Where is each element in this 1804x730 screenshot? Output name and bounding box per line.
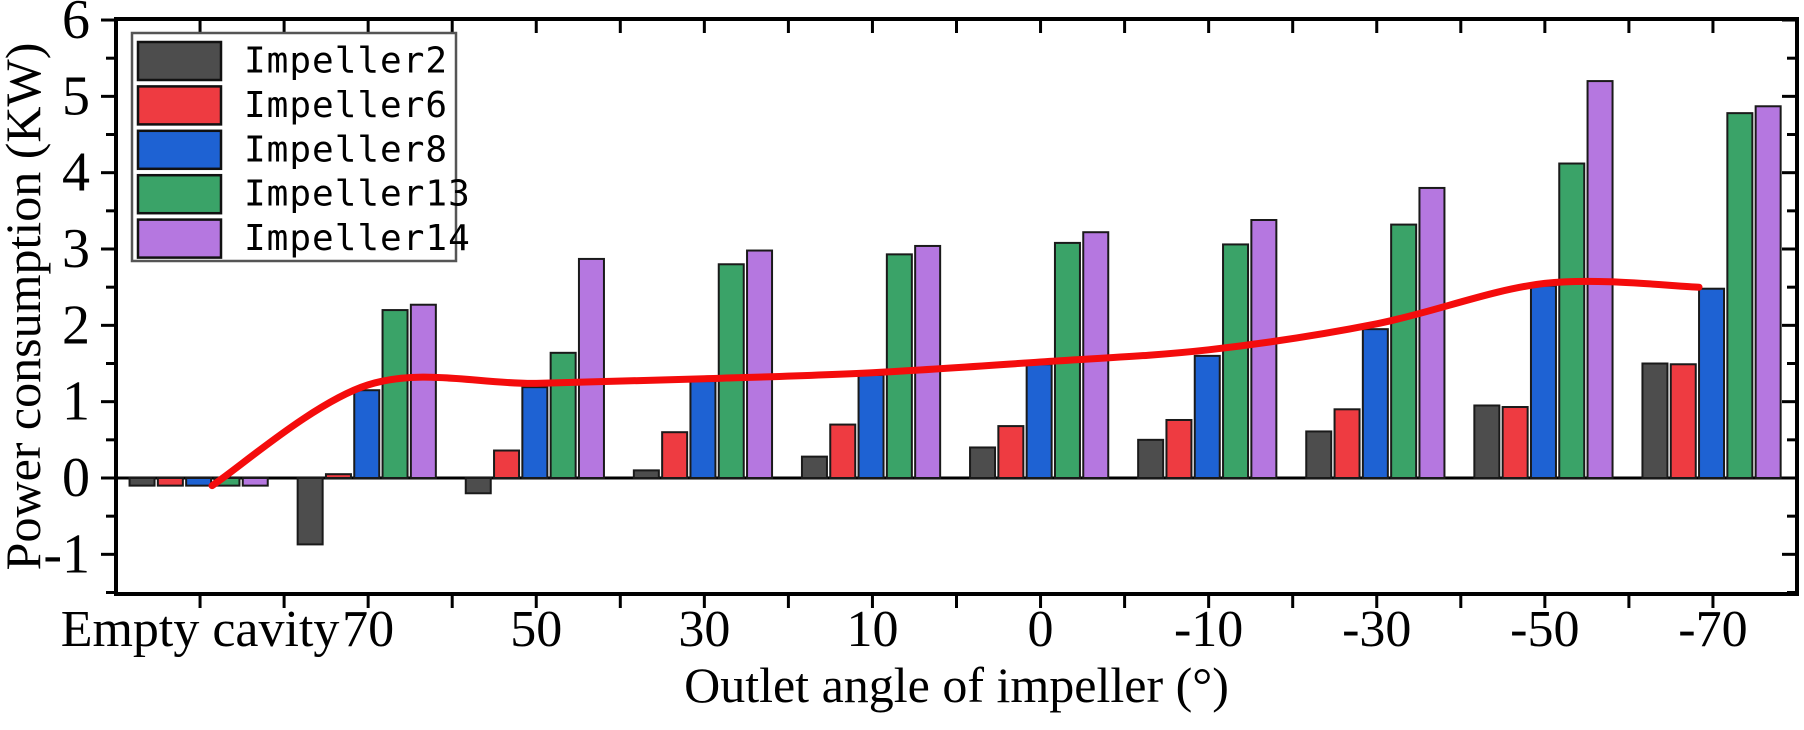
bar-impeller6-10 bbox=[829, 423, 857, 479]
impeller8-trend-line bbox=[208, 277, 1703, 490]
bar-impeller2--30 bbox=[1305, 430, 1333, 479]
bar-impeller14--10 bbox=[1250, 219, 1278, 479]
bar-impeller2-10 bbox=[800, 455, 828, 479]
y-axis-title: Power consumption (KW) bbox=[0, 43, 51, 571]
bar-impeller2-50 bbox=[464, 477, 492, 495]
x-axis-title: Outlet angle of impeller (°) bbox=[684, 657, 1229, 713]
bar-impeller13--50 bbox=[1558, 162, 1586, 480]
bar-impeller8--50 bbox=[1529, 284, 1557, 479]
bar-impeller14-30 bbox=[746, 249, 774, 479]
bar-impeller2-30 bbox=[632, 469, 660, 480]
bar-impeller13-10 bbox=[885, 253, 913, 479]
bar-impeller6--50 bbox=[1501, 406, 1529, 479]
x-tick-label: 10 bbox=[846, 601, 898, 658]
x-tick-label: 0 bbox=[1028, 601, 1054, 658]
bar-impeller14--70 bbox=[1754, 105, 1782, 480]
bar-impeller13-30 bbox=[717, 263, 745, 479]
bar-impeller14-50 bbox=[577, 257, 605, 479]
x-tick-label: -50 bbox=[1510, 601, 1579, 658]
bar-impeller6-0 bbox=[997, 425, 1025, 480]
legend-swatch-impeller8 bbox=[136, 129, 223, 171]
bar-impeller2-0 bbox=[969, 446, 997, 479]
bar-impeller2--70 bbox=[1641, 362, 1669, 480]
legend-label: Impeller2 bbox=[244, 41, 448, 82]
y-tick-label: 2 bbox=[62, 294, 90, 356]
bar-impeller13-70 bbox=[381, 309, 409, 479]
y-tick-label: -1 bbox=[43, 523, 90, 585]
bar-impeller13--10 bbox=[1222, 243, 1250, 479]
bar-impeller2-empty-cavity bbox=[128, 477, 156, 487]
y-tick-label: 0 bbox=[62, 447, 90, 509]
x-tick-label: 70 bbox=[342, 601, 394, 658]
bar-impeller8-0 bbox=[1025, 363, 1053, 480]
bar-impeller14-70 bbox=[409, 303, 437, 479]
bar-impeller8-empty-cavity bbox=[185, 477, 213, 487]
bar-impeller8-50 bbox=[521, 386, 549, 479]
x-tick-label: 50 bbox=[510, 601, 562, 658]
bar-impeller13-50 bbox=[549, 351, 577, 479]
bar-impeller14-empty-cavity bbox=[241, 477, 269, 487]
y-tick-label: 4 bbox=[62, 142, 90, 204]
x-tick-label: 30 bbox=[678, 601, 730, 658]
legend-swatch-impeller2 bbox=[136, 40, 223, 82]
y-tick-label: 3 bbox=[62, 218, 90, 280]
bar-impeller6-30 bbox=[661, 431, 689, 479]
x-tick-label: -30 bbox=[1342, 601, 1411, 658]
bar-impeller6--10 bbox=[1165, 418, 1193, 479]
bar-impeller2--50 bbox=[1473, 404, 1501, 480]
bar-impeller6-50 bbox=[493, 449, 521, 480]
x-tick-label: -10 bbox=[1174, 601, 1243, 658]
x-tick-label: Empty cavity bbox=[61, 601, 340, 658]
legend-label: Impeller14 bbox=[244, 218, 471, 259]
bar-impeller8--10 bbox=[1193, 354, 1221, 480]
y-tick-label: 1 bbox=[62, 371, 90, 433]
bar-impeller8--70 bbox=[1698, 287, 1726, 479]
legend-label: Impeller13 bbox=[244, 174, 471, 215]
legend-swatch-impeller13 bbox=[136, 173, 223, 215]
bar-impeller6--30 bbox=[1333, 408, 1361, 480]
legend-swatch-impeller6 bbox=[136, 85, 223, 126]
bar-impeller8-30 bbox=[689, 380, 717, 480]
bar-impeller6--70 bbox=[1669, 363, 1697, 480]
y-tick-label: 6 bbox=[62, 0, 90, 51]
bar-impeller6-70 bbox=[324, 473, 352, 480]
bar-impeller13--70 bbox=[1726, 112, 1754, 479]
legend-label: Impeller8 bbox=[244, 129, 448, 170]
bar-impeller14--30 bbox=[1418, 186, 1446, 479]
bar-impeller8--30 bbox=[1361, 328, 1389, 479]
bar-impeller8-10 bbox=[857, 373, 885, 479]
bar-impeller14-10 bbox=[914, 244, 942, 479]
bar-impeller2-70 bbox=[296, 477, 324, 546]
bar-impeller8-70 bbox=[353, 389, 381, 479]
x-tick-label: -70 bbox=[1678, 601, 1747, 658]
bar-impeller13--30 bbox=[1390, 223, 1418, 479]
y-tick-label: 5 bbox=[62, 65, 90, 127]
bar-impeller6-empty-cavity bbox=[156, 477, 184, 487]
legend-label: Impeller6 bbox=[244, 85, 448, 126]
bar-impeller2--10 bbox=[1137, 438, 1165, 479]
legend-swatch-impeller14 bbox=[136, 218, 223, 259]
